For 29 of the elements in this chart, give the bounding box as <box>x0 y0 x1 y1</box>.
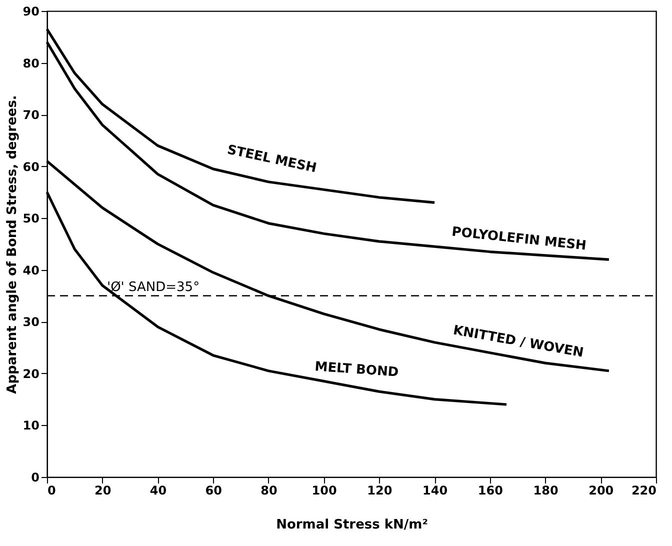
text: STEEL MESH <box>226 142 318 176</box>
text: POLYOLEFIN MESH <box>450 224 587 254</box>
y-tick-label: 70 <box>22 108 40 122</box>
x-tick-label: 100 <box>312 484 337 498</box>
y-tick-label: 20 <box>22 366 40 381</box>
y-tick-label: 90 <box>22 4 40 18</box>
x-tick-label: 180 <box>533 484 558 498</box>
x-axis-title: Normal Stress kN/m² <box>276 518 428 532</box>
y-tick-label: 40 <box>22 263 40 278</box>
y-tick-label: 50 <box>22 212 40 226</box>
y-axis-title: Apparent angle of Bond Stress, degrees. <box>4 95 20 394</box>
ref-line-label: 'Ø' SAND=35° <box>107 280 200 295</box>
series-label: MELT BOND <box>314 360 400 380</box>
y-tick-label: 0 <box>31 470 40 484</box>
y-tick-label: 80 <box>22 56 40 70</box>
x-tick-label: 40 <box>150 484 167 498</box>
x-tick-label: 60 <box>205 484 222 498</box>
y-tick-label: 60 <box>22 160 40 174</box>
y-tick-label: 30 <box>22 315 40 330</box>
x-tick-label: 140 <box>422 484 448 498</box>
x-tick-label: 80 <box>260 484 278 498</box>
x-tick-label: 0 <box>48 484 56 498</box>
x-tick-label: 120 <box>367 484 392 498</box>
x-tick-label: 220 <box>631 484 656 498</box>
x-tick-label: 20 <box>94 484 112 498</box>
y-tick-label: 10 <box>22 418 40 433</box>
x-tick-label: 160 <box>478 484 503 498</box>
text: KNITTED / WOVEN <box>452 323 585 361</box>
x-tick-label: 200 <box>588 484 614 498</box>
